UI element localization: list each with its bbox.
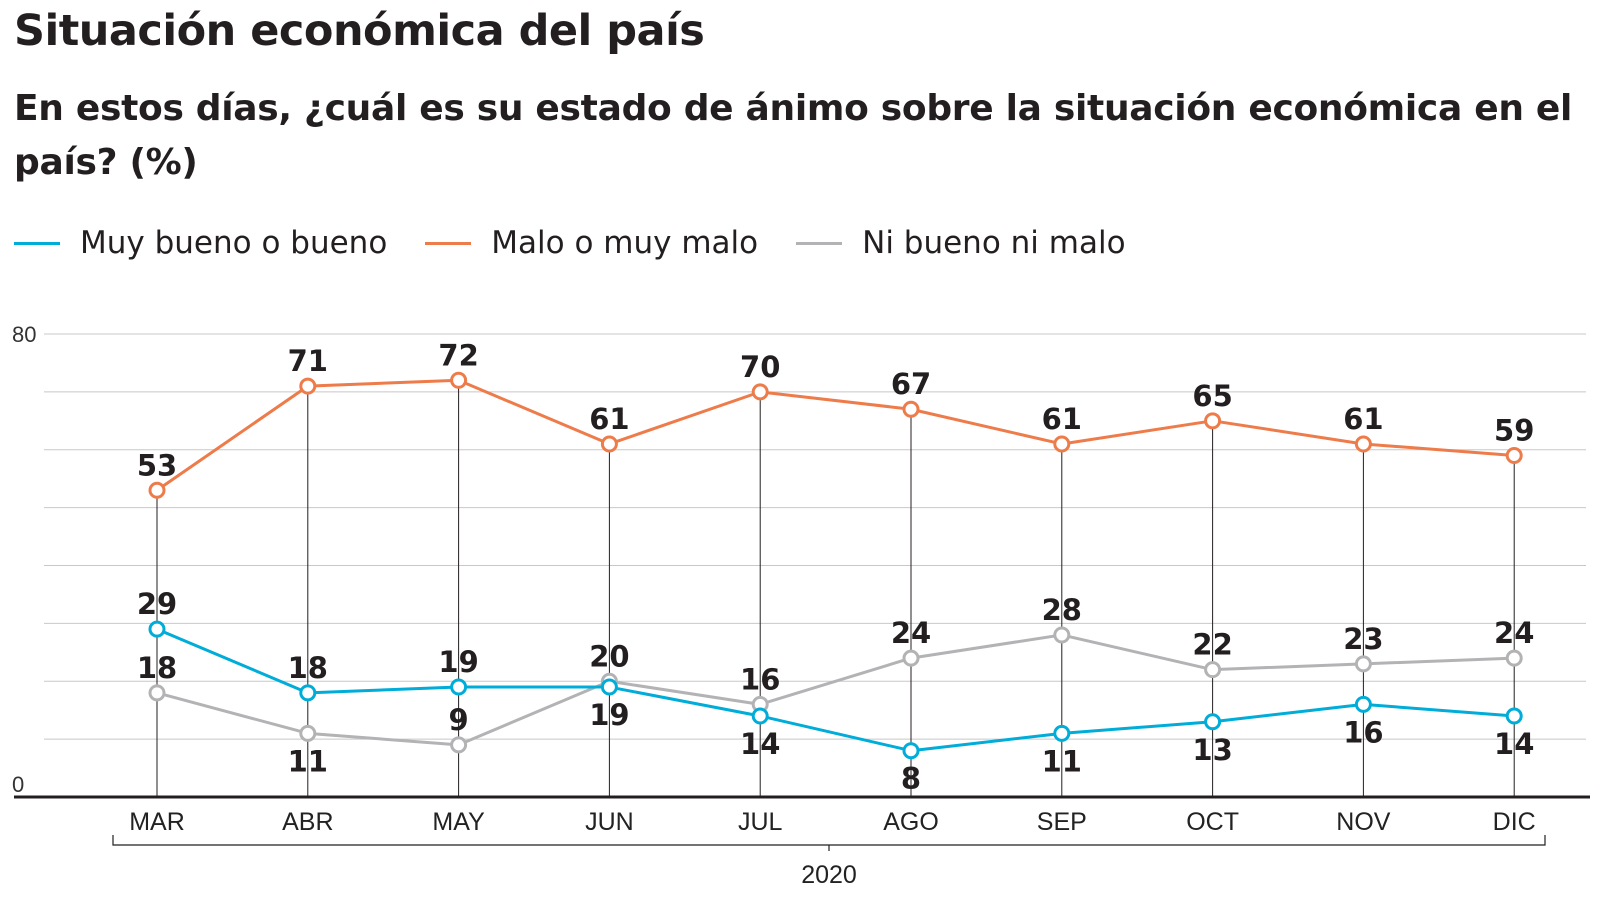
data-label: 18 <box>137 651 177 685</box>
data-label: 11 <box>1042 744 1082 778</box>
year-bracket <box>112 835 1546 846</box>
legend-label-ni-bueno: Ni bueno ni malo <box>862 225 1126 261</box>
data-label: 23 <box>1343 622 1383 656</box>
data-point <box>148 620 166 638</box>
data-point <box>299 724 317 742</box>
data-point <box>1505 447 1523 465</box>
data-label: 22 <box>1192 628 1232 662</box>
data-point <box>902 742 920 760</box>
legend-swatch-ni-bueno <box>796 241 843 245</box>
y-tick-label: 0 <box>12 772 24 797</box>
data-label: 19 <box>589 698 629 732</box>
data-label: 61 <box>589 402 629 436</box>
data-label: 61 <box>1042 402 1082 436</box>
x-tick-label: ABR <box>282 808 333 836</box>
data-point <box>1053 435 1071 453</box>
data-point <box>450 736 468 754</box>
data-point <box>902 649 920 667</box>
data-label: 65 <box>1192 379 1232 413</box>
legend-item-malo: Malo o muy malo <box>425 225 758 261</box>
data-label: 67 <box>891 367 931 401</box>
data-point <box>1354 655 1372 673</box>
series-line <box>156 633 1515 747</box>
data-point <box>600 435 618 453</box>
data-label: 59 <box>1494 414 1534 448</box>
data-point <box>450 371 468 389</box>
x-tick-label: JUN <box>585 808 634 836</box>
data-label: 72 <box>438 338 478 372</box>
data-label: 71 <box>288 344 328 378</box>
x-tick-label: DIC <box>1493 808 1536 836</box>
data-label: 24 <box>891 616 931 650</box>
data-point <box>751 383 769 401</box>
data-label: 8 <box>901 762 921 796</box>
chart-subtitle: En estos días, ¿cuál es su estado de áni… <box>14 88 1573 183</box>
data-point <box>600 678 618 696</box>
data-label: 18 <box>288 651 328 685</box>
data-label: 19 <box>438 645 478 679</box>
data-point <box>1505 649 1523 667</box>
x-tick-label: MAY <box>432 808 485 836</box>
data-point <box>1354 695 1372 713</box>
data-point <box>1053 724 1071 742</box>
data-label: 11 <box>288 744 328 778</box>
series-line <box>156 627 1515 753</box>
data-label: 24 <box>1494 616 1534 650</box>
legend: Muy bueno o bueno Malo o muy malo Ni bue… <box>14 225 1164 261</box>
data-label: 20 <box>589 639 629 673</box>
data-point <box>299 377 317 395</box>
data-label: 9 <box>449 703 469 737</box>
data-point <box>902 400 920 418</box>
x-tick-label: JUL <box>738 808 783 836</box>
data-point <box>751 707 769 725</box>
legend-swatch-muy-bueno <box>14 241 60 245</box>
series-line <box>156 378 1515 492</box>
y-tick-label: 80 <box>12 322 36 347</box>
data-label: 28 <box>1042 593 1082 627</box>
data-point <box>1204 713 1222 731</box>
x-tick-label: NOV <box>1336 808 1391 836</box>
legend-item-ni-bueno: Ni bueno ni malo <box>796 225 1126 261</box>
legend-label-muy-bueno: Muy bueno o bueno <box>80 225 388 261</box>
x-tick-label: SEP <box>1037 808 1087 836</box>
data-label: 53 <box>137 448 177 482</box>
x-tick-label: MAR <box>129 808 185 836</box>
data-label: 14 <box>1494 727 1534 761</box>
data-point <box>148 684 166 702</box>
year-label: 2020 <box>801 861 857 889</box>
legend-label-malo: Malo o muy malo <box>491 225 759 261</box>
data-point <box>1204 661 1222 679</box>
data-label: 70 <box>740 350 780 384</box>
x-tick-label: AGO <box>883 808 939 836</box>
legend-swatch-malo <box>425 241 472 245</box>
data-point <box>299 684 317 702</box>
x-tick-label: OCT <box>1186 808 1239 836</box>
data-label: 29 <box>137 587 177 621</box>
data-point <box>1204 412 1222 430</box>
data-point <box>1505 707 1523 725</box>
data-point <box>1354 435 1372 453</box>
data-label: 14 <box>740 727 780 761</box>
data-point <box>148 481 166 499</box>
data-label: 16 <box>1343 715 1383 749</box>
data-label: 16 <box>740 662 780 696</box>
data-point <box>450 678 468 696</box>
data-label: 61 <box>1343 402 1383 436</box>
legend-item-muy-bueno: Muy bueno o bueno <box>14 225 387 261</box>
data-point <box>1053 626 1071 644</box>
data-label: 13 <box>1192 733 1232 767</box>
chart-title: Situación económica del país <box>14 6 705 56</box>
